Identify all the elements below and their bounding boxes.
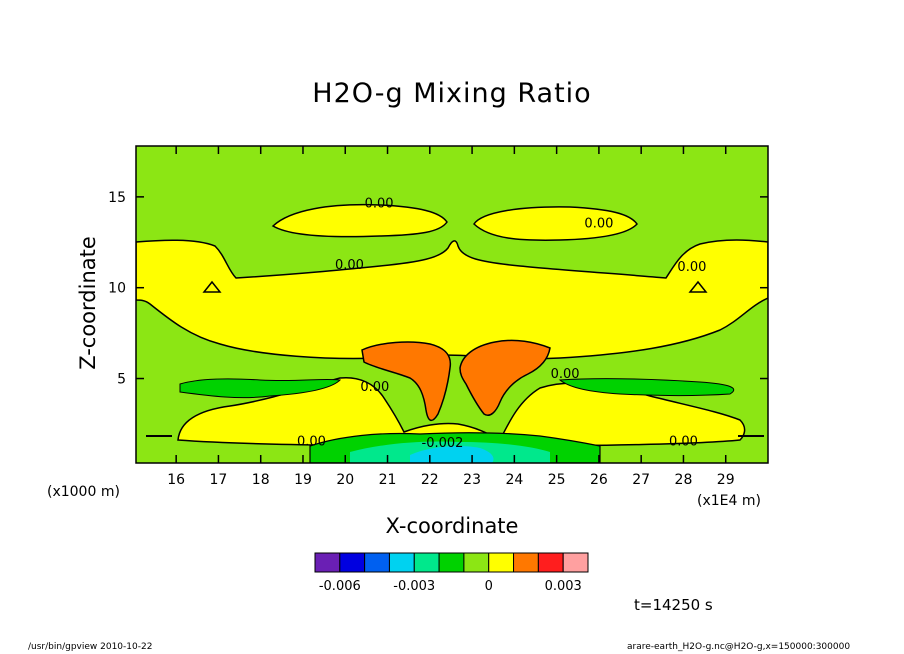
- moist-spot-right: [688, 280, 708, 293]
- axes: 16 17 18 19 20 21 22 23 24 25 26 27 28 29 5 10 15: [108, 146, 768, 488]
- y-tick-label: 15: [108, 190, 126, 206]
- colorbar-swatch: [463, 552, 490, 573]
- time-label: t=14250 s: [634, 596, 713, 614]
- x-tick-label: 28: [675, 472, 693, 488]
- plot-frame: [135, 145, 769, 464]
- dry-patch-right: [558, 378, 735, 396]
- colorbar-swatch: [488, 552, 515, 573]
- contour-label: 0.00: [677, 260, 706, 275]
- contour-label: -0.002: [422, 436, 464, 451]
- x-tick-label: 19: [294, 472, 312, 488]
- x-tick-label: 20: [336, 472, 354, 488]
- y-tick-label: 5: [117, 372, 126, 388]
- colorbar-label: -0.003: [393, 579, 435, 594]
- colorbar-swatch: [438, 552, 465, 573]
- colorbar-swatch: [562, 552, 589, 573]
- upper-moist-band-left: [271, 203, 448, 238]
- colorbar-swatch: [413, 552, 440, 573]
- moist-spot-left: [202, 280, 222, 293]
- contour-label: 0.00: [551, 367, 580, 382]
- footer-source: arare-earth_H2O-g.nc@H2O-g,x=150000:3000…: [627, 642, 851, 652]
- colorbar-label: 0: [485, 579, 493, 594]
- footer-command: /usr/bin/gpview 2010-10-22: [28, 642, 153, 652]
- contour-labels: 0.00 0.00 0.00 0.00 0.00 0.00 0.00 0.00 -0.002: [297, 196, 706, 451]
- x-scale-label: (x1E4 m): [697, 493, 761, 509]
- contour-label: 0.00: [669, 434, 698, 449]
- colorbar-swatch: [314, 552, 341, 573]
- colorbar-label: 0.003: [545, 579, 582, 594]
- colorbar: -0.006 -0.003 0 0.003: [314, 552, 589, 594]
- wet-plume-left: [361, 341, 452, 422]
- x-tick-label: 16: [167, 472, 185, 488]
- x-unit-label: (x1000 m): [47, 484, 120, 500]
- contour-label: 0.00: [365, 196, 394, 211]
- wet-plume-right: [459, 339, 551, 416]
- colorbar-swatch: [364, 552, 390, 573]
- x-tick-label: 22: [421, 472, 439, 488]
- x-tick-label: 26: [590, 472, 608, 488]
- x-axis-label: X-coordinate: [385, 514, 519, 538]
- colorbar-swatch: [537, 552, 564, 573]
- x-tick-label: 17: [210, 472, 228, 488]
- contour-label: 0.00: [360, 380, 389, 395]
- y-tick-label: 10: [108, 281, 126, 297]
- colorbar-swatch: [388, 552, 415, 573]
- contour-label: 0.00: [584, 216, 613, 231]
- x-tick-label: 25: [548, 472, 566, 488]
- x-tick-label: 27: [632, 472, 650, 488]
- contour-label: 0.00: [335, 258, 364, 273]
- colorbar-swatch: [339, 552, 366, 573]
- upper-moist-band-right: [473, 206, 638, 241]
- contour-field: [136, 146, 768, 463]
- x-tick-label: 23: [463, 472, 481, 488]
- x-tick-label: 24: [505, 472, 523, 488]
- main-moist-layer: [136, 239, 768, 360]
- colorbar-swatch: [513, 552, 539, 573]
- dry-patch-left: [179, 378, 342, 399]
- colorbar-label: -0.006: [319, 579, 361, 594]
- chart-title: H2O-g Mixing Ratio: [312, 78, 592, 109]
- x-tick-label: 18: [252, 472, 270, 488]
- x-tick-label: 29: [717, 472, 735, 488]
- x-tick-label: 21: [379, 472, 397, 488]
- contour-label: 0.00: [297, 434, 326, 449]
